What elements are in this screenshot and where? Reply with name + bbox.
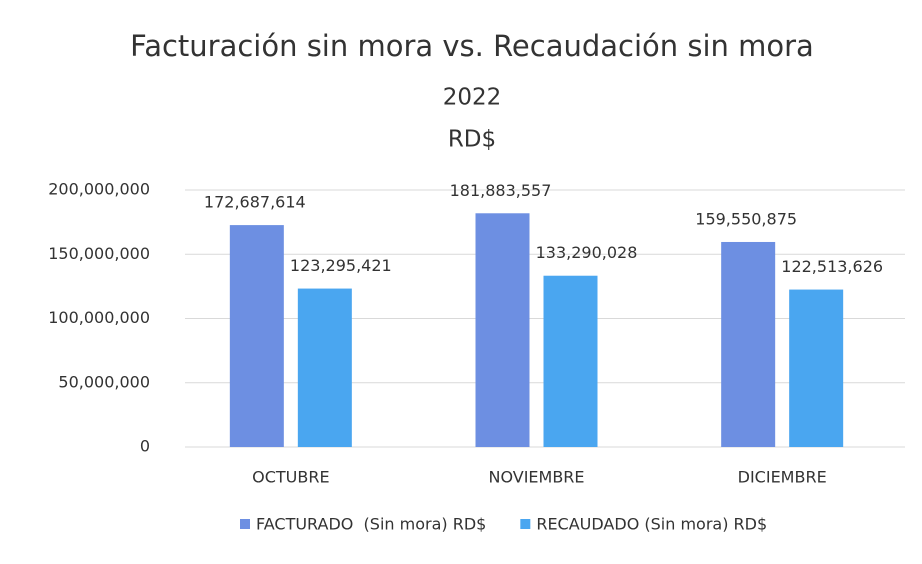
bar: [229, 225, 284, 447]
x-tick-label: NOVIEMBRE: [488, 468, 584, 487]
chart-subtitle: 2022: [443, 85, 502, 111]
y-tick-label: 50,000,000: [58, 372, 150, 391]
y-tick-label: 200,000,000: [48, 180, 150, 199]
data-label: 159,550,875: [695, 209, 797, 228]
x-tick-label: DICIEMBRE: [738, 468, 827, 487]
data-label: 172,687,614: [204, 193, 306, 212]
data-label: 123,295,421: [290, 256, 392, 275]
bar: [297, 288, 352, 447]
y-tick-label: 100,000,000: [48, 308, 150, 327]
bar: [789, 289, 844, 447]
bar: [543, 275, 598, 447]
bar: [475, 213, 530, 447]
legend-label: FACTURADO (Sin mora) RD$: [256, 515, 486, 534]
data-label: 122,513,626: [781, 257, 883, 276]
bar: [721, 241, 776, 447]
legend-swatch: [520, 519, 531, 529]
data-label: 181,883,557: [450, 181, 552, 200]
y-tick-label: 150,000,000: [48, 244, 150, 263]
x-tick-label: OCTUBRE: [252, 468, 329, 487]
chart-title: Facturación sin mora vs. Recaudación sin…: [130, 29, 814, 63]
chart-subtitle: RD$: [448, 127, 496, 153]
y-tick-label: 0: [140, 437, 150, 456]
legend-swatch: [240, 519, 250, 529]
legend-label: RECAUDADO (Sin mora) RD$: [536, 515, 767, 534]
data-label: 133,290,028: [536, 243, 638, 262]
